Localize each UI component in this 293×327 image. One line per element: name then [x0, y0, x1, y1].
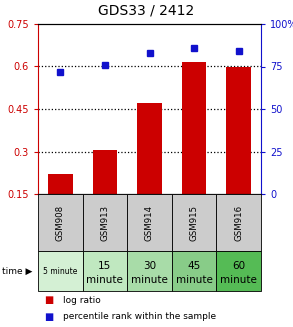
Text: log ratio: log ratio	[63, 296, 101, 305]
Bar	[48, 174, 73, 194]
Bar	[182, 62, 206, 194]
Text: 60: 60	[232, 261, 245, 271]
Text: ■: ■	[44, 295, 53, 305]
Text: 30: 30	[143, 261, 156, 271]
Text: ■: ■	[44, 312, 53, 321]
Text: minute: minute	[86, 275, 123, 285]
Text: minute: minute	[131, 275, 168, 285]
Bar	[226, 66, 251, 194]
Text: GSM916: GSM916	[234, 204, 243, 241]
Text: minute: minute	[176, 275, 212, 285]
Text: GDS33 / 2412: GDS33 / 2412	[98, 4, 195, 18]
Text: percentile rank within the sample: percentile rank within the sample	[63, 312, 216, 321]
Text: GSM914: GSM914	[145, 204, 154, 241]
Text: GSM915: GSM915	[190, 204, 199, 241]
Text: 15: 15	[98, 261, 112, 271]
Text: 45: 45	[188, 261, 201, 271]
Text: time ▶: time ▶	[2, 267, 32, 276]
Text: GSM908: GSM908	[56, 204, 65, 241]
Text: 5 minute: 5 minute	[43, 267, 77, 276]
Text: GSM913: GSM913	[100, 204, 109, 241]
Text: minute: minute	[220, 275, 257, 285]
Bar	[93, 150, 117, 194]
Bar	[137, 103, 162, 194]
